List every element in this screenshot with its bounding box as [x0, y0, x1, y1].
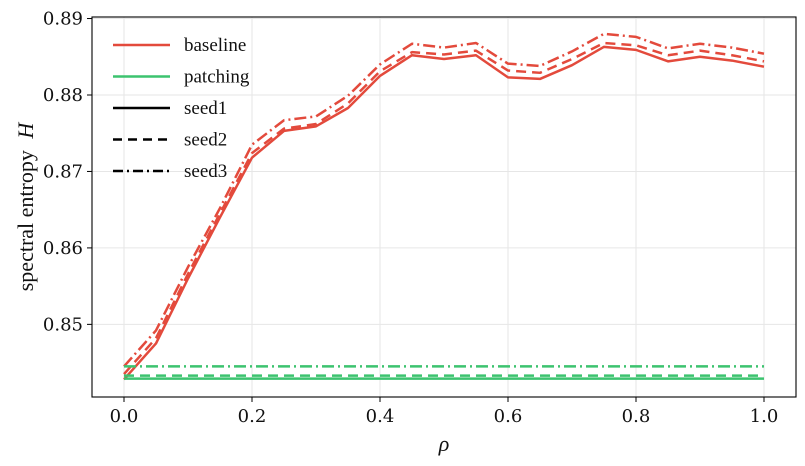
x-tick-label: 0.0 [110, 406, 139, 427]
x-axis-label: ρ [438, 431, 450, 456]
legend-label-patching: patching [184, 67, 250, 88]
series-layer [123, 32, 765, 381]
y-tick-label: 0.87 [43, 161, 83, 182]
y-tick-label: 0.89 [43, 9, 83, 30]
y-tick-label: 0.85 [43, 314, 83, 335]
x-tick-label: 0.8 [622, 406, 651, 427]
y-tick-label: 0.86 [43, 238, 83, 259]
x-tick-label: 0.2 [238, 406, 267, 427]
x-tick-label: 0.6 [494, 406, 523, 427]
legend-label-baseline: baseline [184, 35, 246, 56]
x-tick-label: 1.0 [750, 406, 779, 427]
series-line-baseline-dashed [123, 41, 765, 375]
y-axis-label: spectral entropy H [13, 122, 38, 292]
grid-layer [92, 17, 796, 397]
series-line-baseline-solid [123, 45, 765, 381]
y-tick-label: 0.88 [43, 85, 83, 106]
y-axis-label-text: spectral entropy [13, 150, 38, 291]
legend-label-seed2: seed2 [184, 130, 227, 151]
legend: baseline patching seed1 seed2 seed3 [113, 35, 250, 182]
plot-frame [91, 16, 797, 398]
y-axis-label-symbol: H [13, 122, 38, 140]
legend-label-seed1: seed1 [184, 98, 227, 119]
legend-label-seed3: seed3 [184, 161, 227, 182]
tick-layer: 0.0 0.2 0.4 0.6 0.8 1.0 0.85 0.86 0.87 0.88 0.89 [43, 9, 778, 427]
series-line-baseline-dashdot [123, 32, 765, 368]
x-tick-label: 0.4 [366, 406, 395, 427]
